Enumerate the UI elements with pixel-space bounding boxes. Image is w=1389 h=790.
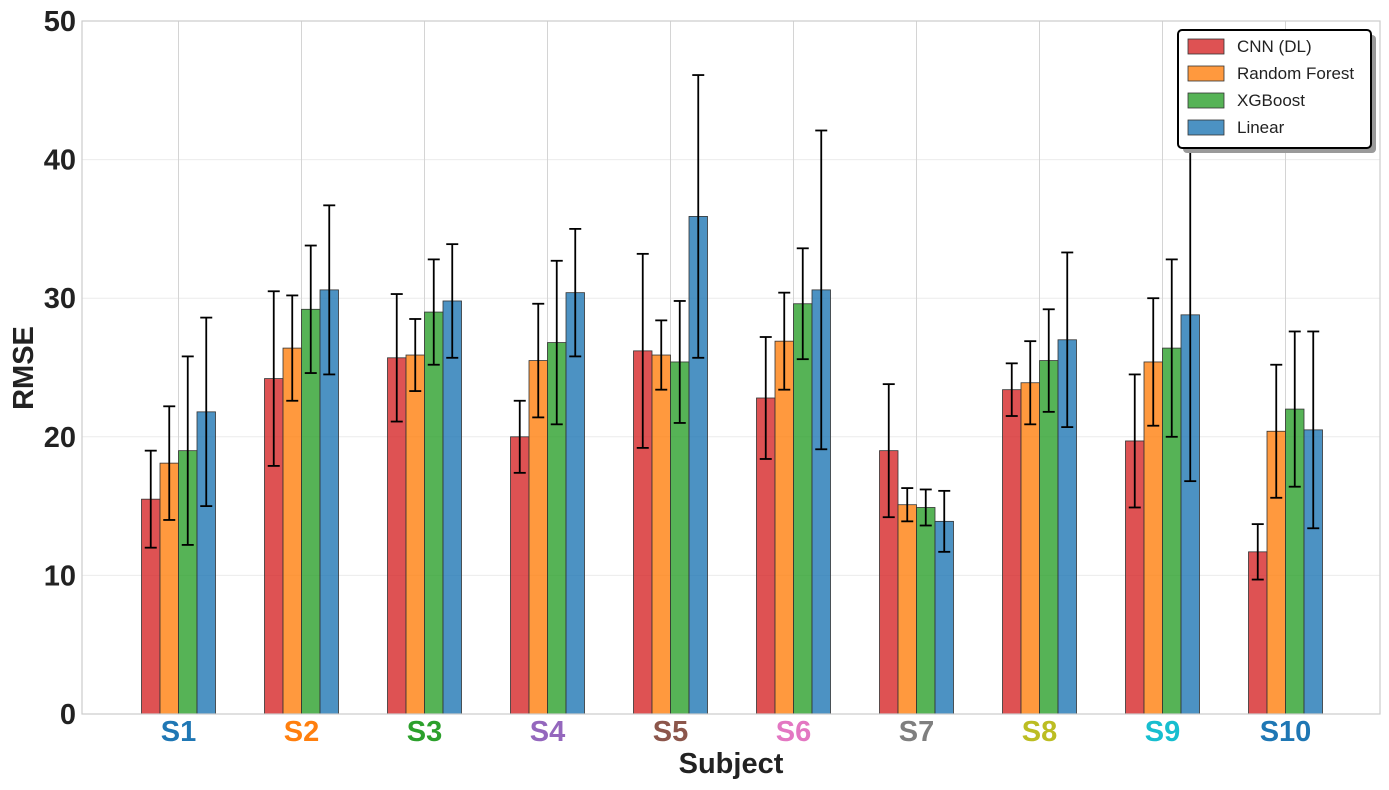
x-tick-label: S5 [653,716,688,748]
bar [1002,389,1022,715]
bar [510,436,530,715]
bar [1020,382,1040,715]
x-tick-label: S7 [899,716,934,748]
x-axis-title: Subject [679,748,784,780]
legend-swatch [1187,65,1225,82]
y-tick-label: 40 [44,145,76,177]
legend-swatch [1187,119,1225,136]
bar [916,507,936,715]
x-tick-label: S8 [1022,716,1057,748]
bar [897,504,917,715]
legend-box [1177,29,1372,149]
plot-frame [81,20,1381,715]
x-tick-label: S6 [776,716,811,748]
legend-swatch [1187,38,1225,55]
x-tick-label: S3 [407,716,442,748]
legend-label: XGBoost [1237,91,1305,110]
bar [405,354,425,715]
x-tick-label: S1 [161,716,196,748]
y-axis-ticks: 0 10 20 30 40 50 [44,6,76,731]
bar [442,300,462,715]
bar [651,354,671,715]
bars [141,216,1323,715]
bar [774,340,794,715]
legend-label: Linear [1237,118,1285,137]
x-tick-label: S4 [530,716,565,748]
y-tick-label: 20 [44,422,76,454]
legend-label: Random Forest [1237,64,1354,83]
x-axis-ticks: S1 S2 S3 S4 S5 S6 S7 S8 S9 S10 [161,716,1312,748]
y-tick-label: 50 [44,6,76,38]
legend-entries: CNN (DL) Random Forest XGBoost Linear [1187,37,1354,137]
legend: CNN (DL) Random Forest XGBoost Linear [1177,29,1376,153]
y-tick-label: 30 [44,283,76,315]
y-tick-label: 10 [44,560,76,592]
x-tick-label: S10 [1260,716,1312,748]
y-axis-title: RMSE [8,326,40,410]
legend-label: CNN (DL) [1237,37,1312,56]
x-tick-label: S2 [284,716,319,748]
y-tick-label: 0 [60,699,76,731]
bar [282,347,302,715]
error-bars [144,74,1320,581]
x-tick-label: S9 [1145,716,1180,748]
bar [1039,360,1059,715]
legend-swatch [1187,92,1225,109]
bar [793,303,813,715]
bar [424,311,444,715]
